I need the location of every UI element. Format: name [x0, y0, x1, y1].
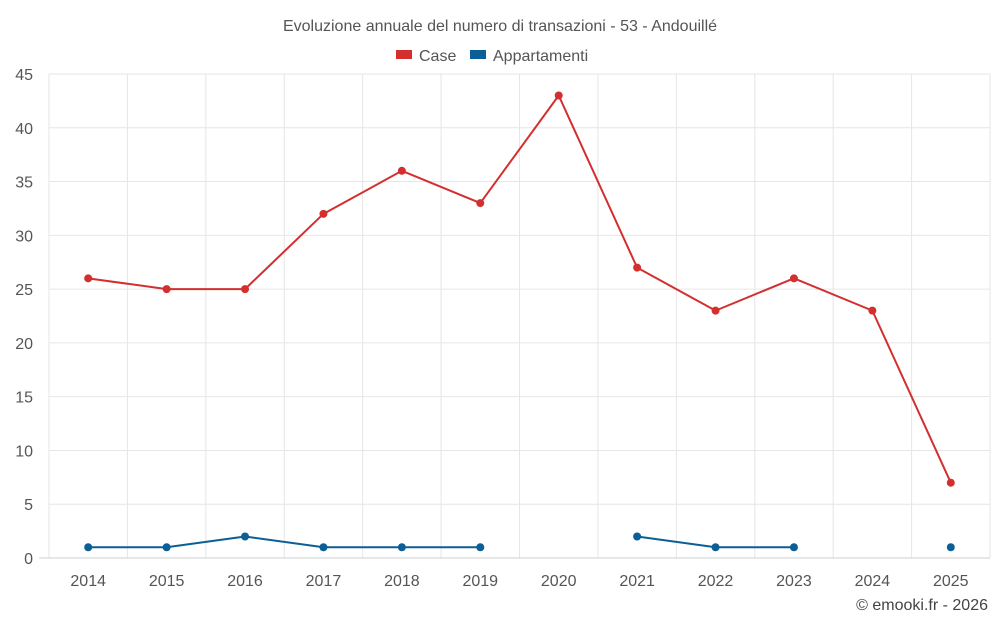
- y-tick-label: 40: [15, 121, 33, 138]
- y-tick-label: 35: [15, 175, 33, 192]
- data-point[interactable]: [789, 543, 798, 552]
- series-line: [88, 94, 952, 484]
- y-tick-label: 0: [24, 551, 33, 568]
- x-tick-label: 2025: [933, 573, 969, 590]
- y-tick-label: 25: [15, 282, 33, 299]
- data-point[interactable]: [711, 543, 720, 552]
- y-axis: 0 5 10 15 20 25 30 35 40 45: [15, 67, 33, 568]
- y-tick-label: 10: [15, 443, 33, 460]
- x-axis: 2014 2015 2016 2017 2018 2019 2020 2021 2022 2023…: [39, 557, 990, 590]
- x-tick-label: 2016: [227, 573, 263, 590]
- legend-item-case[interactable]: Case: [396, 48, 456, 65]
- data-point[interactable]: [554, 91, 563, 100]
- y-tick-label: 45: [15, 67, 33, 84]
- data-point[interactable]: [241, 285, 250, 294]
- x-tick-label: 2018: [384, 573, 420, 590]
- x-tick-label: 2017: [306, 573, 342, 590]
- legend-label-case: Case: [419, 48, 456, 65]
- x-tick-label: 2023: [776, 573, 812, 590]
- x-tick-label: 2015: [149, 573, 185, 590]
- series-appartamenti: [84, 532, 955, 552]
- data-point[interactable]: [633, 263, 642, 272]
- data-point[interactable]: [162, 543, 171, 552]
- legend-item-appartamenti[interactable]: Appartamenti: [470, 48, 588, 65]
- data-point[interactable]: [397, 166, 406, 175]
- x-tick-label: 2022: [698, 573, 734, 590]
- series: [84, 91, 955, 552]
- data-point[interactable]: [946, 543, 955, 552]
- credit-text: © emooki.fr - 2026: [856, 597, 988, 614]
- data-point[interactable]: [319, 209, 328, 218]
- data-point[interactable]: [241, 532, 250, 541]
- data-point[interactable]: [162, 285, 171, 294]
- data-point[interactable]: [397, 543, 406, 552]
- series-line: [88, 535, 481, 549]
- y-tick-label: 20: [15, 336, 33, 353]
- y-tick-label: 15: [15, 390, 33, 407]
- x-tick-label: 2019: [462, 573, 498, 590]
- y-tick-label: 5: [24, 497, 33, 514]
- x-tick-label: 2020: [541, 573, 577, 590]
- legend-swatch-case: [396, 50, 412, 59]
- data-point[interactable]: [476, 199, 485, 208]
- data-point[interactable]: [789, 274, 798, 283]
- legend-label-appartamenti: Appartamenti: [493, 48, 588, 65]
- data-point[interactable]: [319, 543, 328, 552]
- legend-swatch-appartamenti: [470, 50, 486, 59]
- x-tick-label: 2014: [70, 573, 106, 590]
- grid: [48, 73, 991, 558]
- chart-title: Evoluzione annuale del numero di transaz…: [283, 18, 717, 35]
- y-tick-label: 30: [15, 228, 33, 245]
- data-point[interactable]: [84, 543, 93, 552]
- x-tick-label: 2021: [619, 573, 655, 590]
- series-case: [84, 91, 955, 487]
- data-point[interactable]: [868, 306, 877, 315]
- data-point[interactable]: [946, 478, 955, 487]
- legend: Case Appartamenti: [396, 48, 588, 65]
- data-point[interactable]: [84, 274, 93, 283]
- x-tick-label: 2024: [855, 573, 891, 590]
- data-point[interactable]: [711, 306, 720, 315]
- data-point[interactable]: [476, 543, 485, 552]
- data-point[interactable]: [633, 532, 642, 541]
